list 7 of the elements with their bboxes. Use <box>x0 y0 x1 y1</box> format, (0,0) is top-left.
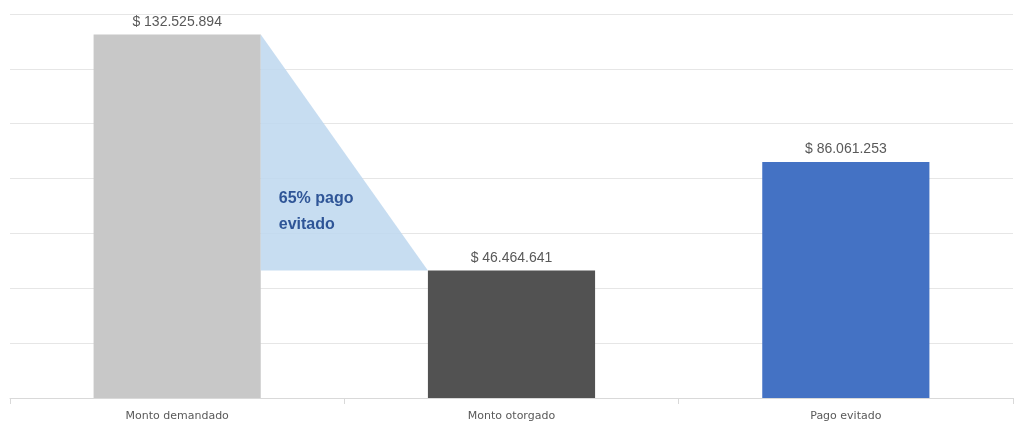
x-tick-label: Monto demandado <box>125 409 230 422</box>
data-label: $ 46.464.641 <box>470 248 553 265</box>
annotation: 65% pago evitado <box>278 187 355 234</box>
x-tick-label: Monto otorgado <box>467 409 556 422</box>
x-tick-label: Pago evitado <box>810 409 882 422</box>
data-label: $ 86.061.253 <box>804 139 887 156</box>
data-label: $ 132.525.894 <box>132 12 223 29</box>
